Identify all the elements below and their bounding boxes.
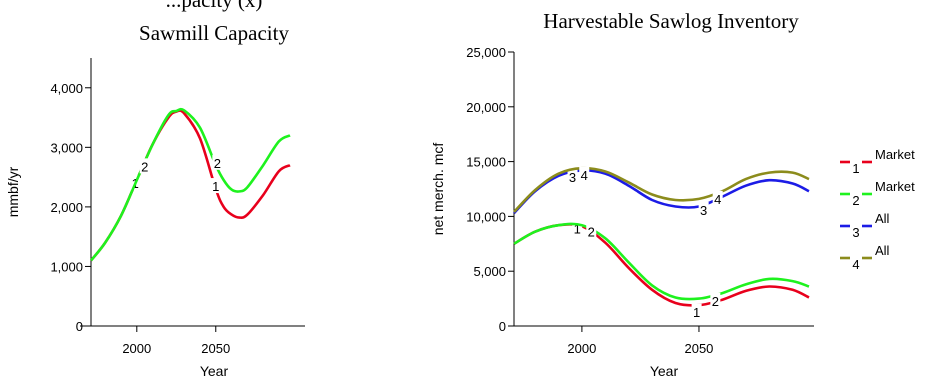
series-marker-bg: [698, 201, 709, 217]
chart-2-title: Harvestable Sawlog Inventory: [543, 9, 799, 33]
y-tick-label: 0: [76, 319, 83, 334]
y-tick-label: 10,000: [466, 209, 506, 224]
chart-1-y-ticks: 0 1,000 2,000 3,000 4,000: [50, 81, 91, 334]
series-marker-label: 1: [693, 305, 700, 320]
chart-2-y-ticks: 0 5,000 10,000 15,000 20,000 25,000: [466, 45, 514, 334]
series-marker-label: 2: [141, 159, 148, 174]
y-tick-label: 15,000: [466, 155, 506, 170]
series-line-2: [89, 107, 291, 262]
chart-1-title: Sawmill Capacity: [139, 21, 289, 45]
y-tick-label: 1,000: [50, 259, 83, 274]
series-line-3: [513, 169, 810, 215]
y-tick-label: 3,000: [50, 140, 83, 155]
series-marker-label: 4: [581, 168, 588, 183]
chart-1-partial-title: ...pacity (x): [166, 0, 263, 12]
y-tick-label: 0: [499, 319, 506, 334]
chart-sawmill-capacity: ...pacity (x) Sawmill Capacity 0 1,000 2,0…: [5, 0, 305, 379]
series-marker-bg: [712, 190, 723, 206]
chart-1-x-axis-label: Year: [200, 363, 229, 379]
legend-label: All: [875, 211, 890, 226]
series-marker-bg: [210, 178, 221, 194]
series-marker-bg: [139, 158, 150, 174]
x-tick-label: 2000: [122, 341, 151, 356]
series-marker-bg: [567, 168, 578, 184]
x-tick-label: 2050: [201, 341, 230, 356]
legend-label: Market: [875, 147, 915, 162]
y-tick-label: 25,000: [466, 45, 506, 60]
series-marker-label: 1: [212, 179, 219, 194]
x-tick-label: 2000: [567, 341, 596, 356]
y-tick-label: 20,000: [466, 100, 506, 115]
y-tick-label: 5,000: [473, 264, 506, 279]
legend-label: All: [875, 243, 890, 258]
legend-label: Market: [875, 179, 915, 194]
chart-1-series: 1 12 2: [89, 107, 291, 262]
chart-1-x-ticks: 2000 2050: [122, 326, 230, 356]
series-marker-bg: [212, 154, 223, 170]
legend: 1 Market 2 Market 3 All 4 All: [840, 147, 915, 272]
series-line-2: [513, 222, 810, 301]
legend-marker: 3: [852, 225, 859, 240]
series-marker-bg: [586, 223, 597, 239]
series-marker-bg: [710, 292, 721, 308]
chart-2-y-axis-label: net merch. mcf: [430, 143, 446, 236]
chart-2-x-axis-label: Year: [650, 363, 679, 379]
legend-marker: 4: [852, 257, 859, 272]
series-marker-bg: [579, 166, 590, 182]
chart-2-x-ticks: 2000 2050: [567, 326, 713, 356]
series-line-1: [513, 222, 810, 307]
series-marker-label: 3: [700, 203, 707, 218]
legend-marker: 1: [852, 161, 859, 176]
chart-1-y-axis-label: mmbf/yr: [5, 166, 21, 217]
series-marker-label: 2: [712, 294, 719, 309]
x-tick-label: 2050: [684, 341, 713, 356]
series-marker-bg: [572, 220, 583, 236]
series-marker-label: 1: [574, 221, 581, 236]
series-marker-label: 2: [214, 156, 221, 171]
series-marker-label: 2: [588, 225, 595, 240]
series-line-4: [513, 166, 810, 213]
series-line-1: [89, 109, 291, 262]
legend-marker: 2: [852, 193, 859, 208]
y-tick-label: 2,000: [50, 200, 83, 215]
series-marker-label: 4: [714, 192, 721, 207]
chart-harvestable-inventory: Harvestable Sawlog Inventory 0 5,000 10,00…: [430, 9, 915, 379]
series-marker-bg: [691, 303, 702, 319]
y-tick-label: 4,000: [50, 81, 83, 96]
series-marker-label: 3: [569, 170, 576, 185]
